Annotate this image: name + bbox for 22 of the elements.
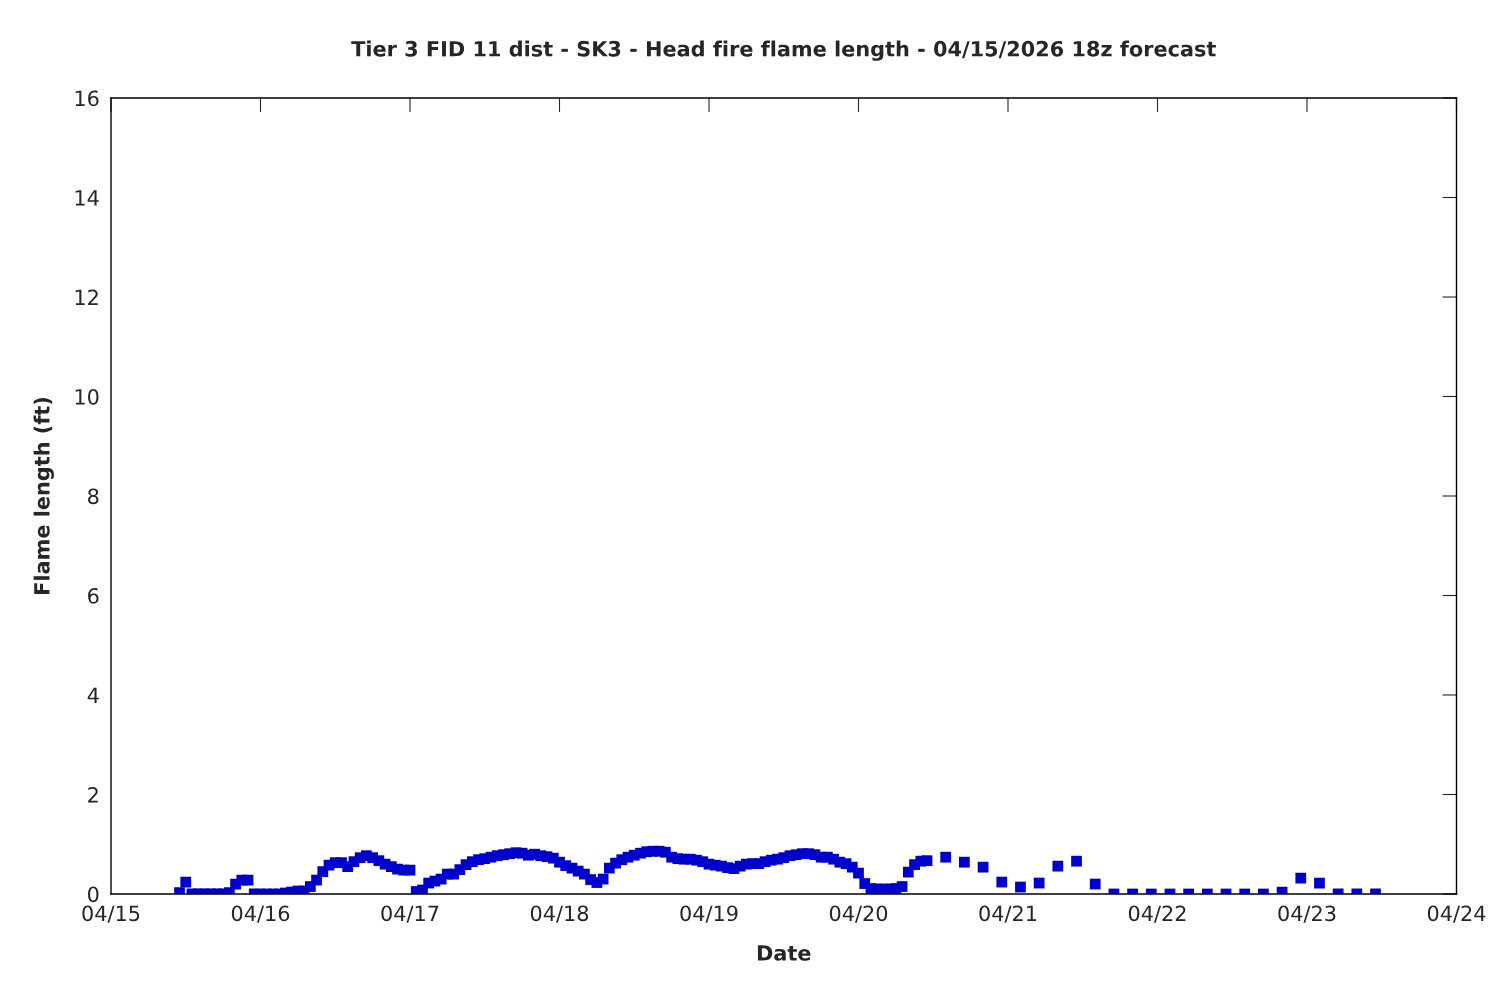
y-tick-label: 14 (75, 190, 99, 206)
x-tick-label: 04/17 (381, 905, 439, 923)
x-tick-label: 04/21 (979, 905, 1037, 923)
y-tick-label: 8 (88, 488, 99, 505)
x-tick-label: 04/15 (82, 905, 140, 923)
x-tick-label: 04/22 (1128, 905, 1186, 923)
x-tick-label: 04/16 (231, 905, 290, 923)
x-tick-label: 04/20 (829, 905, 888, 923)
y-tick-label: 10 (75, 388, 99, 405)
x-axis-title: Date (757, 945, 811, 961)
y-axis-title: Flame length (ft) (33, 397, 54, 594)
x-tick-label: 04/18 (530, 905, 589, 923)
x-tick-label: 04/23 (1278, 905, 1336, 923)
x-tick-label: 04/24 (1427, 905, 1486, 923)
y-tick-label: 16 (75, 90, 99, 107)
x-tick-label: 04/19 (680, 905, 738, 923)
chart-title: Tier 3 FID 11 dist - SK3 - Head fire flame length - 04/15/2026 18z forecast (351, 40, 1216, 61)
y-tick-label: 2 (88, 786, 98, 803)
y-tick-label: 6 (88, 587, 99, 604)
y-tick-label: 12 (75, 289, 98, 305)
y-tick-label: 4 (87, 687, 99, 703)
y-tick-label: 0 (88, 886, 99, 903)
